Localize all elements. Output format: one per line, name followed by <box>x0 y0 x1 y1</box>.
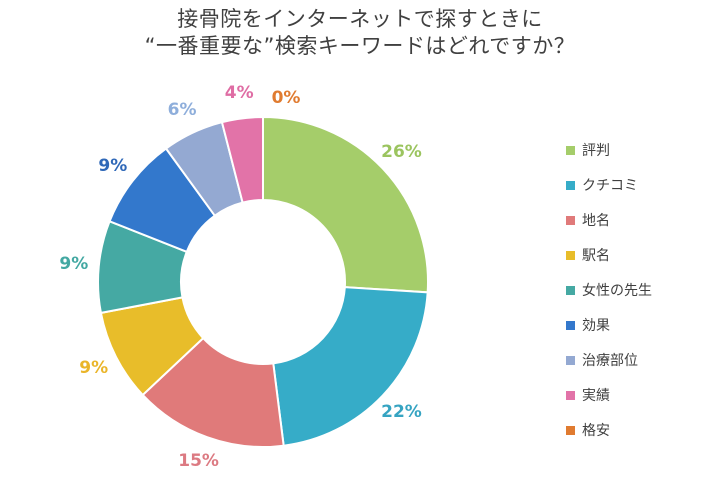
data-label: 9% <box>79 358 109 379</box>
data-label: 26% <box>381 141 422 162</box>
legend-item-track-record: 実績 <box>566 385 610 405</box>
legend-label: 地名 <box>582 213 610 229</box>
data-label: 9% <box>59 254 89 275</box>
data-label: 6% <box>167 100 197 121</box>
data-label: 9% <box>98 155 128 176</box>
legend-label: 効果 <box>582 318 610 334</box>
legend-swatch <box>566 425 575 435</box>
legend-item-ekimei: 駅名 <box>566 245 610 265</box>
donut-slice <box>272 286 429 447</box>
legend-item-chimei: 地名 <box>566 210 610 230</box>
legend-label: 実績 <box>582 388 610 404</box>
legend-swatch <box>566 250 575 260</box>
legend-item-female-doctor: 女性の先生 <box>566 280 652 300</box>
legend-swatch <box>566 180 575 190</box>
legend-swatch <box>566 355 575 365</box>
legend-swatch <box>566 390 575 400</box>
chart-title-line-1: 接骨院をインターネットで探すときに <box>177 7 543 31</box>
chart-title-line-2: “一番重要な”検索キーワードはどれですか？ <box>144 34 576 58</box>
donut-slice <box>262 115 429 294</box>
legend-label: 格安 <box>582 423 610 439</box>
data-label: 15% <box>178 450 219 471</box>
legend-label: 女性の先生 <box>582 283 652 299</box>
legend-swatch <box>566 145 575 155</box>
data-label: 4% <box>224 83 254 104</box>
donut-slice <box>220 115 264 204</box>
legend-swatch <box>566 215 575 225</box>
legend-swatch <box>566 320 575 330</box>
legend-item-cheap: 格安 <box>566 420 610 440</box>
legend-label: クチコミ <box>582 178 638 194</box>
legend-item-hyouban: 評判 <box>566 140 610 160</box>
chart-title: 接骨院をインターネットで探すときに “一番重要な”検索キーワードはどれですか？ <box>0 6 720 60</box>
legend-item-kuchikomi: クチコミ <box>566 175 638 195</box>
legend-item-treatment-area: 治療部位 <box>566 350 638 370</box>
data-label: 0% <box>271 88 301 108</box>
data-label: 22% <box>381 402 422 423</box>
legend-label: 治療部位 <box>582 353 638 369</box>
donut-slices <box>97 115 429 448</box>
legend-swatch <box>566 285 575 295</box>
legend-item-effect: 効果 <box>566 315 610 335</box>
legend-label: 駅名 <box>582 248 610 264</box>
legend-label: 評判 <box>582 143 610 159</box>
